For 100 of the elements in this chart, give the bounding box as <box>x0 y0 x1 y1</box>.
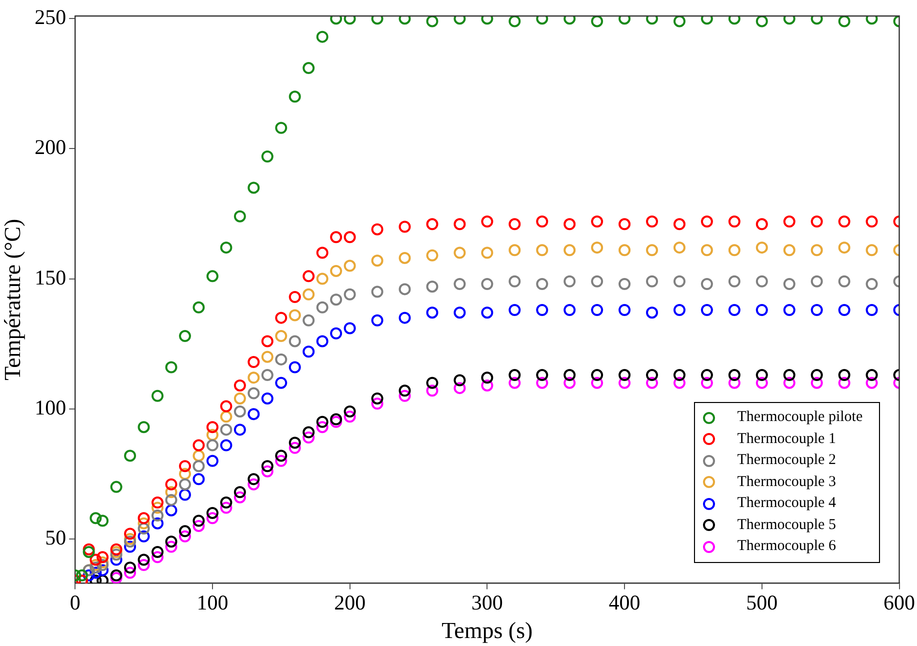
point <box>288 309 301 322</box>
point <box>152 502 164 514</box>
point <box>110 546 122 558</box>
point <box>508 304 521 316</box>
point <box>481 246 494 259</box>
point <box>248 372 260 384</box>
point <box>810 275 823 288</box>
legend-label: Thermocouple 2 <box>737 451 836 470</box>
point <box>481 216 494 228</box>
point <box>110 480 122 493</box>
point <box>481 372 494 384</box>
point <box>756 304 768 316</box>
point <box>178 330 191 342</box>
point <box>82 543 95 556</box>
x-tick-label: 300 <box>471 590 503 614</box>
point <box>138 530 150 542</box>
point <box>90 554 102 566</box>
point <box>234 491 246 504</box>
point <box>192 514 205 527</box>
point <box>866 216 878 228</box>
y-tick-label: 100 <box>34 395 66 420</box>
point <box>124 450 136 462</box>
point <box>178 468 191 480</box>
point <box>192 460 205 472</box>
point <box>591 304 604 316</box>
point <box>756 275 768 288</box>
point <box>288 90 301 103</box>
point <box>591 275 604 288</box>
point <box>646 216 658 228</box>
point <box>234 405 246 418</box>
point <box>275 450 288 462</box>
point <box>810 376 823 389</box>
point <box>564 275 576 288</box>
point <box>454 246 466 259</box>
point <box>756 242 768 254</box>
point <box>618 304 631 316</box>
point <box>700 304 713 316</box>
point <box>783 376 796 389</box>
point <box>728 244 740 256</box>
point <box>220 410 232 423</box>
point <box>192 301 205 314</box>
point <box>275 330 288 342</box>
legend-label: Thermocouple pilote <box>737 408 863 428</box>
point <box>618 376 631 389</box>
point <box>110 543 122 556</box>
point <box>206 428 218 441</box>
point <box>90 562 102 574</box>
point <box>220 502 232 514</box>
point <box>192 520 205 532</box>
point <box>783 278 796 290</box>
point <box>866 369 878 382</box>
point <box>673 376 686 389</box>
point <box>371 392 384 404</box>
point <box>302 288 315 300</box>
point <box>838 369 850 382</box>
point <box>673 242 686 254</box>
point <box>700 278 713 290</box>
point <box>234 379 246 392</box>
point <box>261 465 274 478</box>
point <box>248 182 260 194</box>
point <box>316 30 328 43</box>
point <box>234 392 246 404</box>
point <box>454 374 466 386</box>
point <box>220 424 232 436</box>
point <box>756 376 768 389</box>
point <box>316 246 328 259</box>
point <box>426 16 438 28</box>
point <box>248 478 260 490</box>
point <box>371 314 384 326</box>
point <box>508 16 521 28</box>
point <box>426 376 438 389</box>
point <box>220 242 232 254</box>
point <box>591 216 604 228</box>
point <box>398 220 411 233</box>
point <box>398 312 411 324</box>
y-tick-label: 150 <box>34 265 66 290</box>
point <box>673 304 686 316</box>
point <box>866 376 878 389</box>
point <box>206 454 218 467</box>
point <box>248 356 260 368</box>
point <box>866 278 878 290</box>
x-tick-label: 100 <box>196 590 228 614</box>
point <box>618 218 631 230</box>
point <box>838 304 850 316</box>
point <box>591 242 604 254</box>
point <box>866 304 878 316</box>
x-axis-title: Temps (s) <box>442 618 533 644</box>
point <box>110 572 122 584</box>
point <box>124 566 136 579</box>
legend-label: Thermocouple 6 <box>737 537 836 556</box>
point <box>316 272 328 285</box>
point <box>783 216 796 228</box>
point <box>165 494 178 506</box>
point <box>810 216 823 228</box>
point <box>96 551 109 564</box>
point <box>344 405 356 418</box>
point <box>564 369 576 382</box>
point <box>288 335 301 348</box>
point <box>275 353 288 366</box>
point <box>344 410 356 423</box>
